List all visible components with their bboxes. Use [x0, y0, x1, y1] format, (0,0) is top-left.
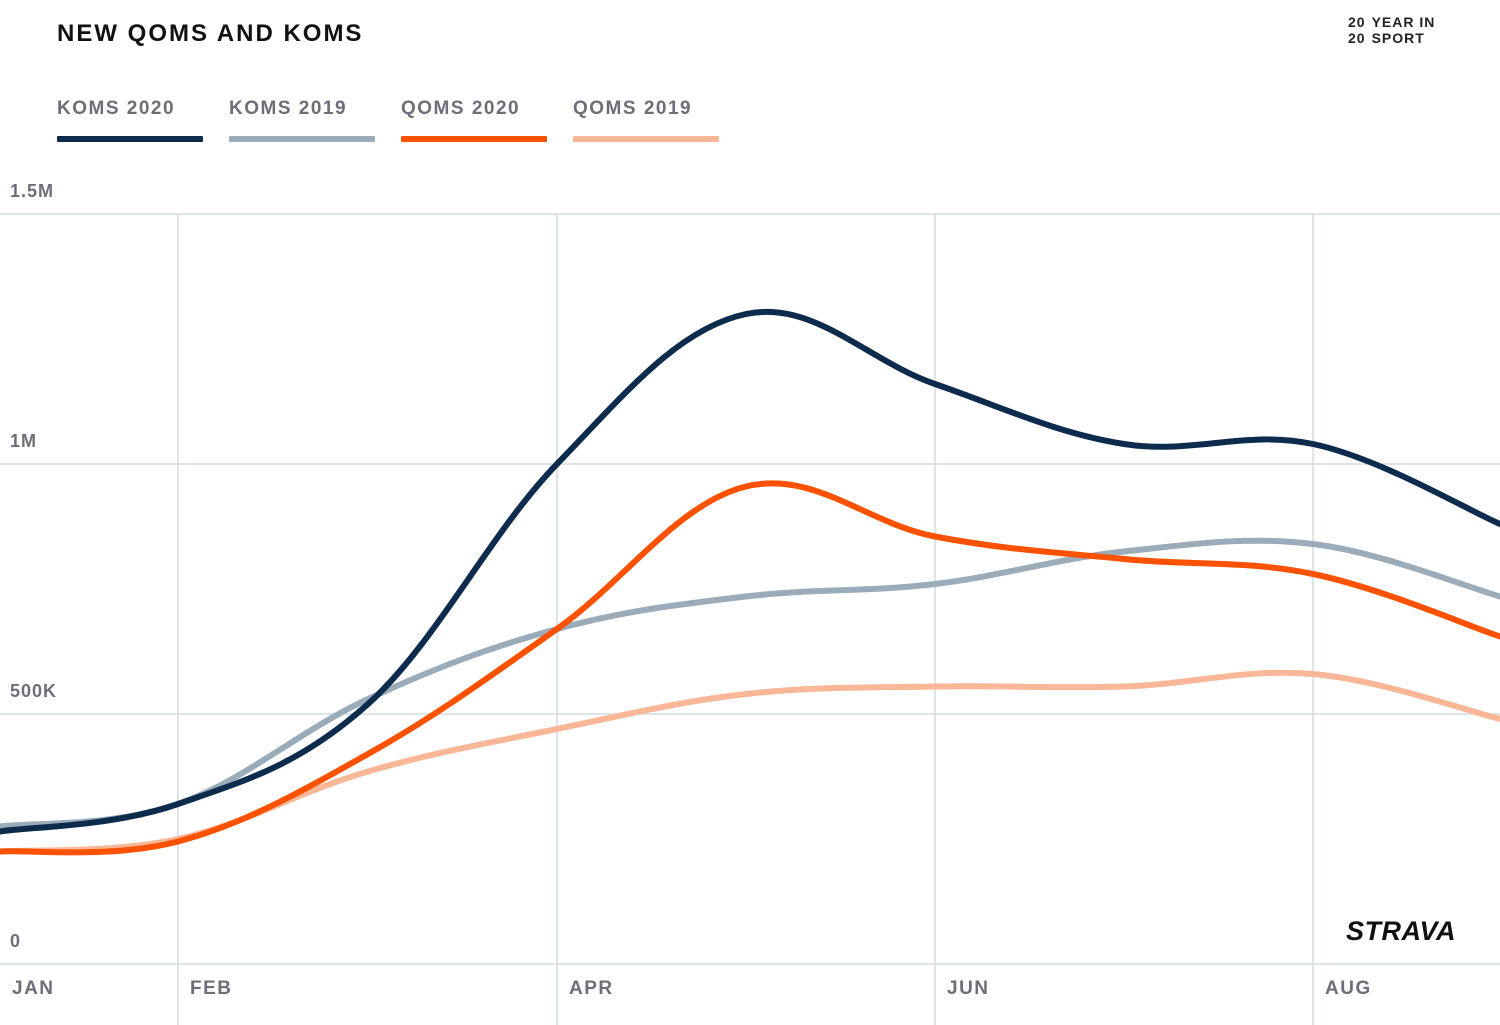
y-axis-ticks: 0 500K 1M 1.5M — [10, 181, 57, 951]
x-tick-label: AUG — [1325, 978, 1372, 999]
legend-label: QOMS 2019 — [573, 98, 693, 119]
series-line-koms-2019 — [0, 537, 1500, 830]
legend-swatch — [401, 136, 547, 142]
chart-title: NEW QOMS AND KOMS — [57, 20, 364, 47]
badge-line1-number: 20 — [1348, 14, 1366, 30]
series-lines — [0, 308, 1500, 856]
y-tick-label: 500K — [10, 681, 57, 701]
badge-line2-number: 20 — [1348, 30, 1366, 46]
series-line-koms-2020 — [0, 308, 1500, 835]
x-tick-label: FEB — [190, 978, 233, 999]
x-tick-label: JUN — [947, 978, 990, 999]
legend-item-koms-2020: KOMS 2020 — [57, 98, 203, 142]
legend-label: KOMS 2020 — [57, 98, 176, 119]
legend-swatch — [573, 136, 719, 142]
badge-line1-text: YEAR IN — [1371, 14, 1436, 30]
legend-label: KOMS 2019 — [229, 98, 348, 119]
legend-item-qoms-2019: QOMS 2019 — [573, 98, 719, 142]
x-tick-label: APR — [569, 978, 614, 999]
legend-swatch — [229, 136, 375, 142]
legend-label: QOMS 2020 — [401, 98, 521, 119]
badge-line2-text: SPORT — [1371, 30, 1425, 46]
legend-swatch — [57, 136, 203, 142]
chart-grid — [0, 213, 1500, 1025]
series-line-qoms-2020 — [0, 480, 1500, 856]
strava-logo: STRAVA — [1346, 916, 1456, 946]
chart-legend: KOMS 2020 KOMS 2019 QOMS 2020 QOMS 2019 — [57, 98, 719, 142]
y-tick-label: 1M — [10, 431, 37, 451]
x-axis-ticks: JAN FEB APR JUN AUG — [12, 978, 1372, 999]
y-tick-label: 1.5M — [10, 181, 54, 201]
legend-item-koms-2019: KOMS 2019 — [229, 98, 375, 142]
year-in-sport-badge: 20 YEAR IN 20 SPORT — [1348, 14, 1435, 46]
x-tick-label: JAN — [12, 978, 55, 999]
legend-item-qoms-2020: QOMS 2020 — [401, 98, 547, 142]
y-tick-label: 0 — [10, 931, 21, 951]
